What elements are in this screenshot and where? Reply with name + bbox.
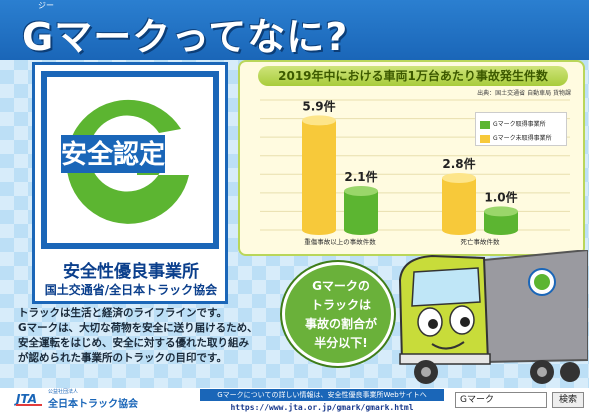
legend-label: Gマーク取得事業所 [493, 121, 546, 128]
bar-base [344, 225, 378, 235]
search-input[interactable]: Gマーク [455, 392, 547, 408]
data-label: 1.0件 [484, 189, 517, 204]
bar-cap [484, 206, 518, 217]
bubble-line: 事故の割合が [304, 317, 377, 331]
legend-item-without-gmark: Gマーク未取得事業所 [480, 133, 552, 143]
gmark-logo: 安全認定 安全性優良事業所 国土交通省/全日本トラック協会 [32, 62, 228, 304]
logo-main-text: 安全性優良事業所 [63, 262, 199, 282]
website-url-link[interactable]: https://www.jta.or.jp/gmark/gmark.html [230, 403, 414, 412]
bar-base [302, 225, 336, 235]
category-label: 死亡事故件数 [461, 237, 501, 246]
legend-swatch-green [480, 120, 490, 129]
bar-body [484, 211, 518, 230]
info-banner: Gマークについての詳しい情報は、安全性優良事業所Webサイトへ [200, 389, 444, 401]
description-line: Gマークは、大切な荷物を安全に送り届けるため、 [18, 322, 258, 334]
bar-body [344, 191, 378, 230]
chart-bar [302, 115, 336, 235]
description-line: トラックは生活と経済のライフラインです。 [18, 307, 227, 319]
bar-base [484, 225, 518, 235]
description-line: が認められた事業所のトラックの目印です。 [18, 352, 227, 364]
truck-mascot-icon [398, 250, 588, 384]
chart-legend: Gマーク取得事業所 Gマーク未取得事業所 [475, 112, 567, 146]
bubble-line: トラックは [310, 298, 371, 312]
bubble-line: 半分以下! [314, 336, 368, 350]
chart-title: 2019年中における車両1万台あたり事故発生件数 [258, 66, 568, 86]
bar-base [442, 225, 476, 235]
title-ruby: ジー [38, 1, 54, 10]
bar-cap [302, 115, 336, 126]
legend-swatch-yellow [480, 134, 490, 143]
description-text: トラックは生活と経済のライフラインです。 Gマークは、大切な荷物を安全に送り届け… [18, 306, 318, 366]
jta-logo-icon: JTA [14, 392, 42, 406]
bubble-line: Gマークの [312, 279, 370, 293]
svg-text:JTA: JTA [14, 392, 37, 406]
data-label: 5.9件 [302, 98, 335, 113]
data-label: 2.8件 [442, 156, 475, 171]
chart-source: 出典：国土交通省 自動車局 貨物課 [477, 90, 571, 97]
bar-body [302, 120, 336, 230]
emblem-text: 安全認定 [61, 139, 165, 170]
speech-bubble: Gマークの トラックは 事故の割合が 半分以下! [282, 262, 394, 366]
chart-panel: 5.9件 2.1件重傷事故以上の事故件数 2.8件 1.0件死亡事故件数 2019年中… [238, 60, 585, 256]
chart-bar [442, 173, 476, 235]
logo-sub-text: 国土交通省/全日本トラック協会 [44, 283, 218, 297]
gmark-emblem-icon: 安全認定 [41, 71, 219, 249]
data-label: 2.1件 [344, 169, 377, 184]
chart-bar [344, 186, 378, 235]
legend-label: Gマーク未取得事業所 [493, 135, 552, 142]
chart-bar [484, 206, 518, 235]
jta-org-name: 全日本トラック協会 [48, 399, 138, 410]
category-label: 重傷事故以上の事故件数 [304, 237, 376, 246]
search-button[interactable]: 検索 [552, 392, 584, 408]
legend-item-with-gmark: Gマーク取得事業所 [480, 119, 546, 129]
bar-body [442, 178, 476, 230]
title-banner [0, 0, 589, 60]
bar-cap [344, 186, 378, 196]
jta-org-type: 公益社団法人 [48, 389, 79, 395]
bar-cap [442, 173, 476, 183]
page-title: Gマークってなに? [22, 15, 349, 59]
description-line: 安全運転をはじめ、安全に対する優れた取り組み [18, 337, 249, 349]
